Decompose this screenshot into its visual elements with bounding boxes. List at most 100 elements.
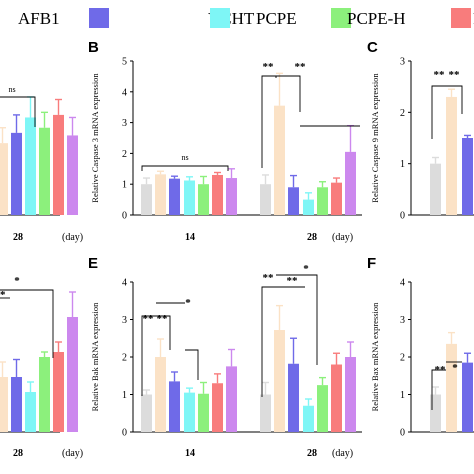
bar (260, 184, 271, 215)
bar (317, 187, 328, 215)
significance-bracket (141, 165, 229, 171)
legend-label: PCPE (256, 9, 297, 28)
chart-panel-d: 28*** (0, 275, 78, 459)
y-tick-label: 2 (400, 108, 405, 119)
panel-letter-e: E (88, 255, 98, 272)
legend-swatch (210, 8, 230, 28)
bar (155, 174, 166, 215)
bar (67, 317, 78, 432)
y-tick-label: 1 (400, 159, 405, 170)
bar (39, 357, 50, 432)
significance-label: * (14, 275, 20, 287)
significance-label: * (185, 297, 191, 309)
bar (53, 352, 64, 432)
y-tick-label: 2 (122, 149, 127, 160)
bar (141, 184, 152, 215)
y-axis-label: Relative Bax mRNA expression (370, 302, 380, 412)
y-axis-label: Relative Caspase 3 mRNA expression (90, 73, 100, 203)
significance-label: ** (287, 275, 299, 287)
significance-bracket (261, 286, 276, 397)
bar (260, 394, 271, 432)
y-axis-label: Relative Caspase 9 mRNA expression (370, 73, 380, 203)
legend-label: PCPE-H (347, 9, 406, 28)
legend-swatch (89, 8, 109, 28)
significance-label: ** (0, 289, 6, 301)
y-tick-label: 3 (400, 57, 405, 68)
significance-label: ** (157, 313, 169, 325)
chart-panel-b: 0 1 2 3 4 5 Relative Caspase 3 mRNA expression… (90, 57, 362, 243)
bar (212, 174, 223, 215)
y-tick-label: 1 (122, 180, 127, 191)
significance-bracket (0, 289, 54, 358)
significance-label: * (303, 263, 309, 275)
significance-label: ns (181, 153, 188, 162)
y-tick-label: 5 (122, 57, 127, 68)
bar (288, 363, 299, 432)
bar (198, 184, 209, 215)
y-tick-label: 4 (122, 278, 127, 289)
panel-letter-b: B (88, 39, 99, 56)
x-group-label: 28 (307, 448, 317, 459)
y-tick-label: 3 (400, 315, 405, 326)
x-group-label: 14 (185, 448, 195, 459)
y-tick-label: 3 (122, 118, 127, 129)
significance-label: ** (263, 61, 275, 73)
bar (184, 392, 195, 432)
bar (169, 178, 180, 215)
significance-bracket (156, 315, 171, 350)
legend-label: AFB1 (18, 9, 60, 28)
bar (11, 132, 22, 215)
unit-label-d: (day) (62, 448, 83, 459)
bar (446, 343, 457, 432)
bar (212, 383, 223, 432)
x-group-label: 14 (185, 232, 195, 243)
y-axis-label: Relative Bak mRNA expression (90, 302, 100, 412)
significance-label: ** (449, 69, 461, 81)
significance-bracket (261, 75, 277, 168)
bar (226, 366, 237, 432)
y-tick-label: 4 (400, 278, 405, 289)
unit-label-b: (day) (332, 232, 353, 243)
bar (169, 381, 180, 432)
x-group-label: 28 (13, 448, 23, 459)
bar (11, 377, 22, 432)
bar (331, 364, 342, 432)
y-tick-label: 4 (122, 87, 127, 98)
bar (446, 96, 457, 215)
chart-panel-a: 28 ns (0, 85, 78, 243)
significance-bracket (276, 75, 301, 112)
legend-swatch (331, 8, 351, 28)
panel-letter-c: C (367, 39, 378, 56)
bar (274, 330, 285, 432)
chart-panels: 28 ns 0 1 2 3 4 5 Relative Caspase 3 mRNA expres… (0, 57, 474, 459)
x-group-label: 28 (13, 232, 23, 243)
significance-bracket (431, 369, 446, 410)
significance-bracket (431, 85, 446, 139)
bar (430, 163, 441, 215)
bar (25, 117, 36, 215)
significance-label: ** (435, 364, 447, 376)
y-tick-label: 3 (122, 315, 127, 326)
bar (345, 151, 356, 215)
bar (317, 385, 328, 432)
bar (39, 127, 50, 215)
y-tick-label: 0 (122, 428, 127, 439)
bar (331, 182, 342, 215)
bar (0, 143, 8, 215)
bar (184, 180, 195, 215)
y-tick-label: 0 (122, 211, 127, 222)
bar (226, 178, 237, 215)
bar (0, 377, 8, 432)
y-tick-label: 0 (400, 211, 405, 222)
bar (462, 138, 473, 215)
y-tick-label: 0 (400, 428, 405, 439)
bar (462, 362, 473, 432)
significance-label: ** (434, 69, 446, 81)
significance-label: ** (143, 313, 155, 325)
significance-label: ns (8, 85, 15, 94)
significance-bracket (0, 96, 36, 127)
legend-swatch (451, 8, 471, 28)
unit-label-a: (day) (62, 232, 83, 243)
